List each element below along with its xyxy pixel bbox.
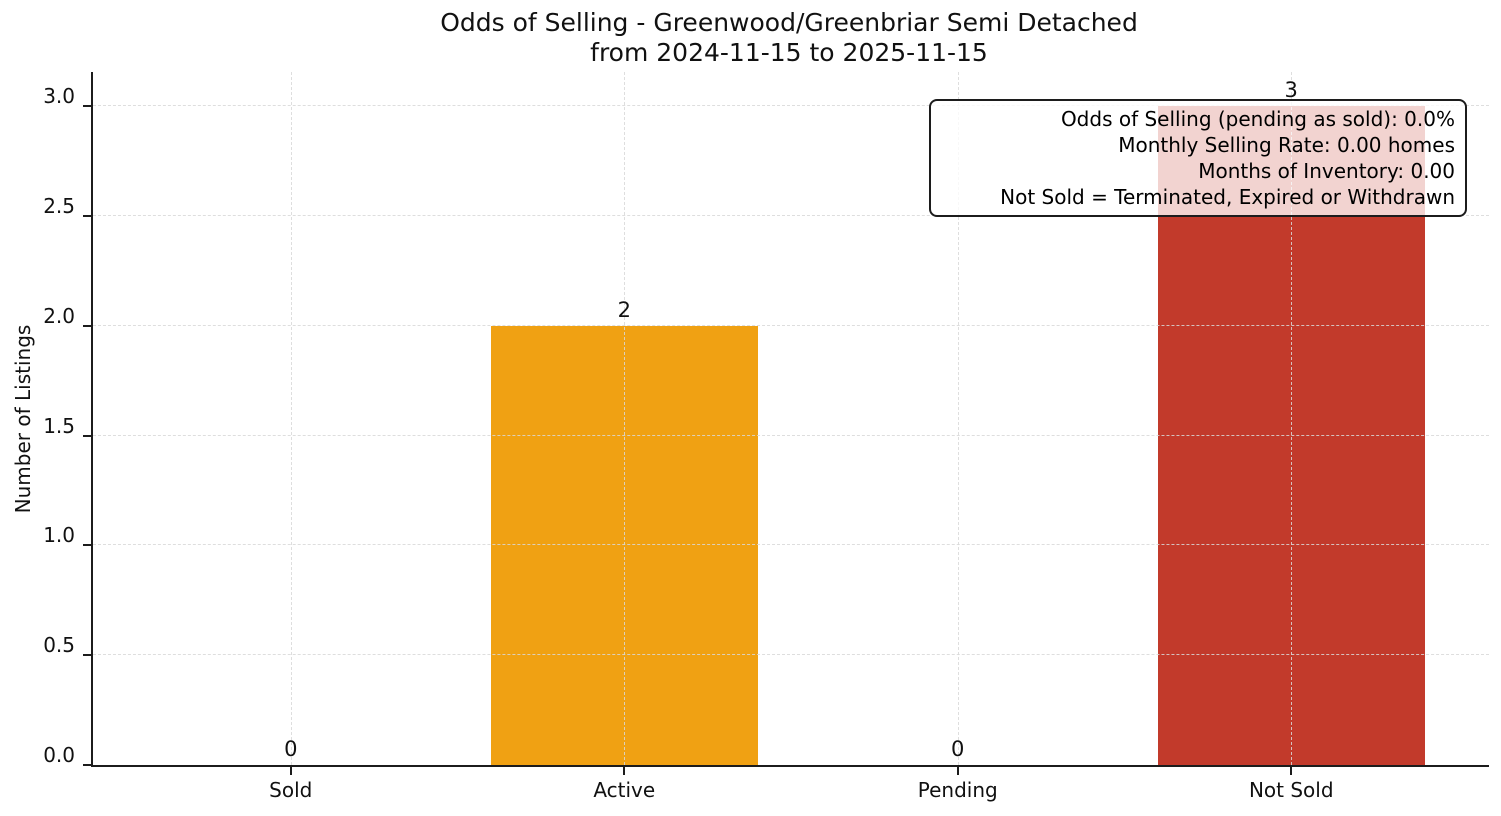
x-tick-mark	[1290, 767, 1293, 775]
y-tick-label: 2.0	[43, 303, 75, 328]
plot-area: Number of Listings 0.0 0.5 1.0 1.5 2.0 2.5 3.0…	[11, 72, 1489, 801]
bar-value-label: 2	[617, 297, 631, 322]
x-tick-label-sold: Sold	[269, 778, 313, 802]
annotation-line-not-sold-note: Not Sold = Terminated, Expired or Withdr…	[1000, 185, 1455, 209]
x-tick-label-active: Active	[593, 778, 656, 802]
x-tick-mark	[289, 767, 292, 775]
vertical-gridline	[957, 72, 959, 765]
y-tick-label: 0.0	[43, 743, 75, 767]
y-tick-mark	[83, 544, 91, 547]
horizontal-gridline	[93, 324, 1489, 326]
annotation-line-inventory: Months of Inventory: 0.00	[1198, 159, 1455, 183]
y-tick-mark	[83, 434, 91, 437]
y-tick-mark	[83, 105, 91, 108]
y-tick-label: 3.0	[43, 84, 75, 109]
vertical-gridline	[624, 72, 626, 765]
stats-annotation-box: Odds of Selling (pending as sold): 0.0% …	[929, 99, 1467, 217]
annotation-line-odds: Odds of Selling (pending as sold): 0.0%	[1060, 107, 1455, 131]
y-tick-label: 0.5	[43, 633, 75, 658]
chart-title-block: Odds of Selling - Greenwood/Greenbriar S…	[91, 8, 1487, 68]
y-tick-label: 1.5	[43, 413, 75, 438]
y-tick-mark	[83, 214, 91, 217]
x-tick-label-pending: Pending	[917, 778, 998, 802]
x-tick-mark	[623, 767, 626, 775]
horizontal-gridline	[93, 434, 1489, 436]
x-tick-label-not-sold: Not Sold	[1248, 778, 1334, 802]
y-tick-mark	[83, 654, 91, 657]
horizontal-gridline	[93, 214, 1489, 216]
bar-value-label: 0	[284, 737, 298, 761]
y-tick-label: 1.0	[43, 523, 75, 548]
y-tick-mark	[83, 764, 91, 766]
vertical-gridline	[1291, 72, 1293, 765]
bar-value-label: 3	[1284, 78, 1298, 103]
vertical-gridline	[290, 72, 292, 765]
x-tick-mark	[956, 767, 959, 775]
horizontal-gridline	[93, 105, 1489, 107]
annotation-line-monthly-rate: Monthly Selling Rate: 0.00 homes	[1118, 133, 1455, 157]
horizontal-gridline	[93, 654, 1489, 656]
chart-title: Odds of Selling - Greenwood/Greenbriar S…	[440, 8, 1138, 37]
bar-value-label: 0	[951, 737, 965, 761]
horizontal-gridline	[93, 544, 1489, 546]
chart-subtitle: from 2024-11-15 to 2025-11-15	[590, 38, 988, 67]
y-tick-mark	[83, 324, 91, 327]
y-tick-label: 2.5	[43, 193, 75, 218]
